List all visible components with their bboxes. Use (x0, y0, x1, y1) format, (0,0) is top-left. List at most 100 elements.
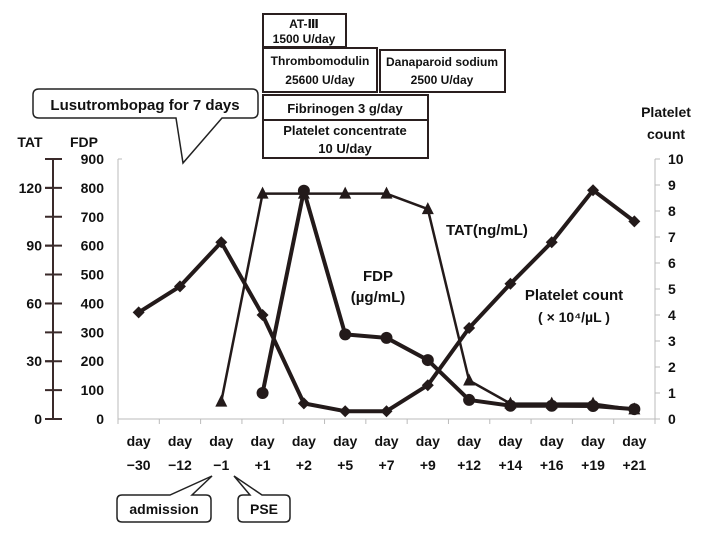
x-tick-label: day (251, 433, 275, 449)
x-tick-label: +12 (457, 457, 481, 473)
thrombomodulin-box (262, 47, 378, 93)
platelet-tick-label: 2 (668, 359, 676, 375)
fdp-point (504, 399, 517, 412)
fdp-series-label-line2: (µg/mL) (351, 289, 405, 306)
platelet-point (628, 215, 641, 228)
platelet-point (421, 379, 434, 392)
platelet-tick-label: 8 (668, 203, 676, 219)
x-tick-label: −30 (127, 457, 151, 473)
platelet-point (504, 277, 517, 290)
platelet-tick-label: 0 (668, 411, 676, 427)
tat-tick-label: 120 (19, 180, 43, 196)
platelet-concentrate-dose: 10 U/day (318, 141, 372, 156)
x-tick-label: day (581, 433, 605, 449)
fdp-point (256, 387, 269, 399)
tat-point (463, 373, 476, 386)
tat-tick-label: 60 (26, 295, 42, 311)
platelet-series-label-line1: Platelet count (525, 287, 623, 304)
x-tick-label: +9 (420, 457, 436, 473)
platelet-point (545, 236, 558, 249)
x-tick-label: day (457, 433, 481, 449)
fibrinogen-label: Fibrinogen 3 g/day (287, 101, 403, 116)
platelet-concentrate-box (262, 119, 429, 159)
fdp-point (587, 400, 600, 412)
platelet-tick-label: 5 (668, 281, 676, 297)
x-tick-label: +7 (379, 457, 395, 473)
x-tick-label: +14 (499, 457, 523, 473)
fdp-tick-label: 500 (81, 267, 105, 283)
danaparoid-dose: 2500 U/day (411, 73, 474, 87)
platelet-axis-title-line1: Platelet (641, 104, 691, 120)
platelet-tick-label: 6 (668, 255, 676, 271)
fdp-point (380, 331, 393, 344)
fdp-point (545, 399, 558, 412)
tat-tick-label: 90 (26, 238, 42, 254)
platelet-point (215, 236, 228, 249)
platelet-tick-label: 4 (668, 307, 676, 323)
pse-label: PSE (250, 501, 278, 517)
platelet-tick-label: 9 (668, 177, 676, 193)
platelet-point (463, 322, 476, 334)
platelet-tick-label: 7 (668, 229, 676, 245)
fdp-point (463, 393, 476, 406)
platelet-tick-label: 3 (668, 333, 676, 349)
platelet-tick-label: 1 (668, 385, 676, 401)
platelet-axis-title-line2: count (647, 126, 685, 142)
fdp-tick-label: 700 (81, 209, 105, 225)
platelet-point (380, 405, 393, 418)
fdp-point (339, 328, 352, 341)
fdp-tick-label: 900 (81, 151, 105, 167)
fibrinogen-box (262, 94, 429, 121)
fdp-tick-label: 0 (96, 411, 104, 427)
fdp-tick-label: 100 (81, 382, 105, 398)
x-tick-label: −12 (168, 457, 192, 473)
lusutrombopag-callout: Lusutrombopag for 7 days (32, 88, 259, 165)
tat-point (339, 186, 352, 199)
platelet-point (297, 397, 310, 410)
x-tick-label: +5 (337, 457, 353, 473)
fdp-tick-label: 400 (81, 295, 105, 311)
pse-callout: PSE (233, 475, 291, 523)
series-group (132, 184, 641, 418)
danaparoid-box (379, 49, 506, 93)
platelet-point (256, 309, 269, 321)
tat-tick-label: 30 (26, 353, 42, 369)
thrombomodulin-dose: 25600 U/day (285, 73, 355, 87)
fdp-tick-label: 300 (81, 324, 105, 340)
at3-label: AT-Ⅲ (289, 17, 319, 31)
tat-point (256, 186, 269, 199)
fdp-series-label-line1: FDP (363, 268, 393, 285)
fdp-point (421, 354, 434, 367)
treatment-boxes: AT-Ⅲ 1500 U/day Thrombomodulin 25600 U/d… (262, 13, 506, 159)
x-tick-label: day (127, 433, 151, 449)
admission-label: admission (129, 501, 198, 517)
x-tick-label: day (292, 433, 316, 449)
tat-point (215, 394, 228, 407)
tat-point (380, 186, 393, 199)
x-tick-label: day (374, 433, 398, 449)
platelet-point (587, 184, 600, 197)
x-tick-label: day (333, 433, 357, 449)
x-tick-label: day (622, 433, 646, 449)
fdp-axis-title: FDP (70, 134, 98, 150)
x-tick-label: day (416, 433, 440, 449)
x-tick-label: +19 (581, 457, 605, 473)
x-tick-label: day (498, 433, 522, 449)
platelet-series-label-line2: ( × 10⁴/µL ) (538, 309, 610, 325)
fdp-series-line (260, 188, 635, 412)
fdp-point (297, 184, 310, 197)
x-tick-label: +16 (540, 457, 564, 473)
axes: 0 100 200 300 400 500 600 700 800 900 0 30 60 90 120 0 1… (19, 151, 684, 473)
x-tick-label: day (209, 433, 233, 449)
fdp-point (628, 403, 641, 416)
x-tick-label: day (168, 433, 192, 449)
x-tick-label: +21 (622, 457, 646, 473)
tat-series-label: TAT(ng/mL) (446, 222, 528, 239)
tat-axis-title: TAT (17, 134, 43, 150)
platelet-point (339, 405, 352, 418)
x-tick-label: day (540, 433, 564, 449)
x-tick-label: +1 (255, 457, 271, 473)
thrombomodulin-label: Thrombomodulin (271, 54, 370, 68)
tat-tick-label: 0 (34, 411, 42, 427)
